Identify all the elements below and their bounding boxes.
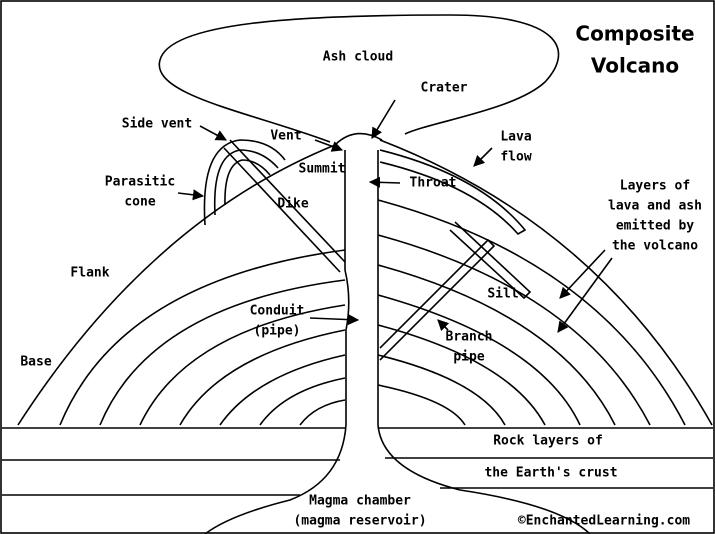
label: cone <box>124 195 155 210</box>
arrow <box>372 100 395 138</box>
layer <box>180 330 345 425</box>
label: Ash cloud <box>323 50 393 65</box>
label: Throat <box>410 176 457 191</box>
label: lava and ash <box>608 199 702 214</box>
label: Flank <box>70 266 109 281</box>
label: Parasitic <box>105 175 175 190</box>
arrow <box>370 182 400 183</box>
label: Conduit <box>250 304 305 319</box>
crater <box>335 134 382 145</box>
layer <box>100 280 345 425</box>
arrow <box>474 148 492 166</box>
label: the volcano <box>612 239 698 254</box>
layer <box>300 400 345 425</box>
label: Base <box>20 355 51 370</box>
arrow <box>438 320 448 330</box>
label: Crater <box>421 81 468 96</box>
label: pipe <box>453 350 484 365</box>
layer <box>260 378 345 425</box>
title: Volcano <box>591 54 679 78</box>
label: (pipe) <box>254 324 301 339</box>
arrow <box>178 193 203 196</box>
arrow <box>310 318 358 320</box>
label: Dike <box>277 197 308 212</box>
label: Summit <box>299 162 346 177</box>
parasitic-cone <box>225 160 270 205</box>
ash-cloud <box>159 15 558 142</box>
label: Sill <box>487 287 518 302</box>
label: (magma reservoir) <box>293 514 426 529</box>
arrow <box>560 250 605 298</box>
label: Vent <box>270 129 301 144</box>
label: flow <box>500 150 531 165</box>
label: Branch <box>446 330 493 345</box>
label: Side vent <box>122 117 192 132</box>
layer <box>378 200 685 425</box>
label: Layers of <box>620 179 690 194</box>
arrow <box>200 126 226 140</box>
volcano-diagram: Composite Volcano Ash cloud Crater Side vent… <box>0 0 715 534</box>
title: Composite <box>575 22 694 46</box>
layer <box>220 355 345 425</box>
label: the Earth's crust <box>484 466 617 481</box>
arrow <box>558 258 612 332</box>
label: Rock layers of <box>493 434 603 449</box>
layer <box>378 385 465 425</box>
label: Lava <box>500 130 531 145</box>
label: emitted by <box>616 219 694 234</box>
copyright: ©EnchantedLearning.com <box>518 514 690 529</box>
label: Magma chamber <box>309 494 411 509</box>
left-flank <box>18 145 335 425</box>
